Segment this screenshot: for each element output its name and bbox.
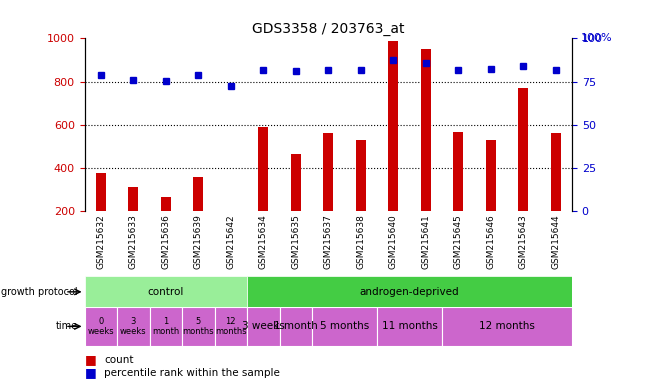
Bar — [377, 307, 442, 346]
Bar — [291, 154, 300, 254]
Bar — [519, 88, 528, 254]
Text: GSM215638: GSM215638 — [356, 214, 365, 269]
Bar — [280, 307, 312, 346]
Bar — [551, 133, 560, 254]
Text: GSM215643: GSM215643 — [519, 214, 528, 269]
Bar — [84, 276, 247, 307]
Bar — [182, 307, 215, 346]
Text: 5 months: 5 months — [320, 321, 369, 331]
Title: GDS3358 / 203763_at: GDS3358 / 203763_at — [252, 22, 404, 36]
Bar — [150, 307, 182, 346]
Bar — [247, 276, 572, 307]
Bar — [259, 127, 268, 254]
Bar — [312, 307, 377, 346]
Text: growth protocol: growth protocol — [1, 287, 78, 297]
Text: GSM215642: GSM215642 — [226, 214, 235, 269]
Text: GSM215635: GSM215635 — [291, 214, 300, 269]
Text: androgen-deprived: androgen-deprived — [359, 287, 460, 297]
Text: GSM215636: GSM215636 — [161, 214, 170, 269]
Text: 11 months: 11 months — [382, 321, 437, 331]
Text: ■: ■ — [84, 353, 96, 366]
Bar — [421, 49, 430, 254]
Bar — [486, 140, 495, 254]
Bar — [356, 140, 365, 254]
Text: GSM215646: GSM215646 — [486, 214, 495, 269]
Text: 1
month: 1 month — [152, 317, 179, 336]
Text: percentile rank within the sample: percentile rank within the sample — [104, 368, 280, 378]
Bar — [247, 307, 280, 346]
Text: 3 weeks: 3 weeks — [242, 321, 285, 331]
Bar — [324, 133, 333, 254]
Bar — [226, 248, 235, 254]
Text: 1 month: 1 month — [274, 321, 318, 331]
Text: GSM215633: GSM215633 — [129, 214, 138, 269]
Bar — [84, 307, 117, 346]
Text: 0
weeks: 0 weeks — [88, 317, 114, 336]
Bar — [117, 307, 150, 346]
Bar — [454, 132, 463, 254]
Text: time: time — [56, 321, 78, 331]
Text: GSM215641: GSM215641 — [421, 214, 430, 269]
Text: count: count — [104, 355, 133, 365]
Bar — [194, 177, 203, 254]
Y-axis label: 100%: 100% — [580, 33, 612, 43]
Text: 12
months: 12 months — [215, 317, 246, 336]
Bar — [161, 197, 170, 254]
Bar — [389, 41, 398, 254]
Text: GSM215637: GSM215637 — [324, 214, 333, 269]
Text: GSM215639: GSM215639 — [194, 214, 203, 269]
Text: 12 months: 12 months — [479, 321, 535, 331]
Text: GSM215644: GSM215644 — [551, 214, 560, 269]
Text: ■: ■ — [84, 366, 96, 379]
Text: GSM215632: GSM215632 — [96, 214, 105, 269]
Text: GSM215640: GSM215640 — [389, 214, 398, 269]
Bar — [96, 174, 105, 254]
Text: 3
weeks: 3 weeks — [120, 317, 146, 336]
Text: GSM215645: GSM215645 — [454, 214, 463, 269]
Bar — [442, 307, 572, 346]
Text: 5
months: 5 months — [183, 317, 214, 336]
Text: control: control — [148, 287, 184, 297]
Text: GSM215634: GSM215634 — [259, 214, 268, 269]
Bar — [214, 307, 247, 346]
Bar — [129, 187, 138, 254]
